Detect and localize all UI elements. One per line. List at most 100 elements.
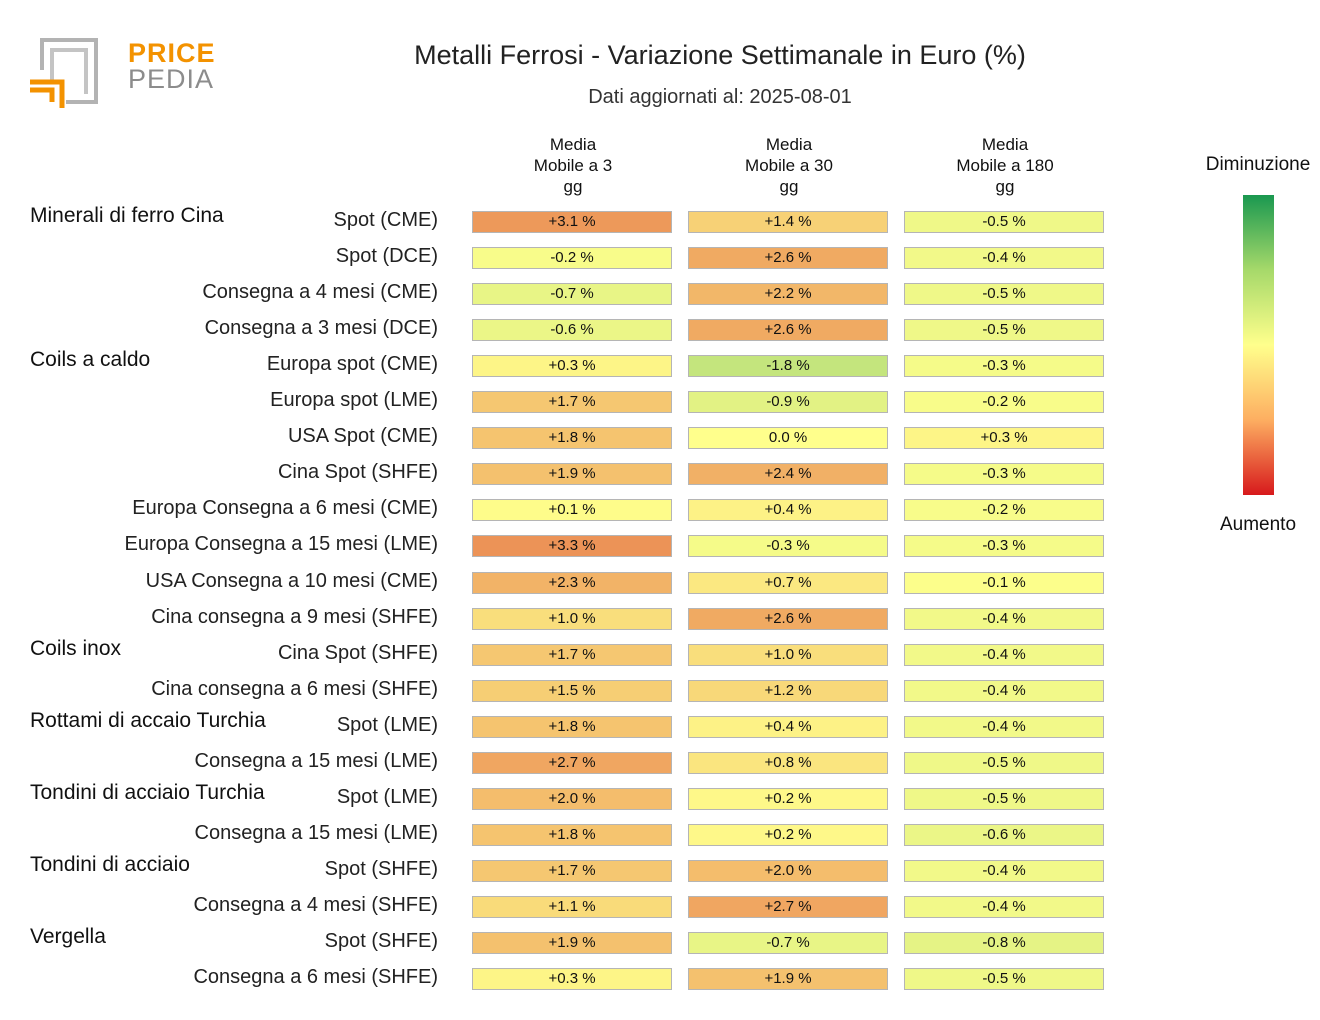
heatmap-cell: -1.8 % (688, 355, 888, 378)
heatmap-cell: +0.7 % (688, 571, 888, 594)
row-label: Consegna a 15 mesi (LME) (194, 749, 438, 772)
heatmap-cell: +1.0 % (472, 607, 672, 630)
row-label: Consegna a 4 mesi (CME) (202, 281, 438, 304)
row-label: Consegna a 4 mesi (SHFE) (193, 893, 438, 916)
heatmap-cell: -0.5 % (904, 751, 1104, 774)
legend-bottom-label: Aumento (1219, 514, 1297, 535)
heatmap-cell: -0.5 % (904, 968, 1104, 991)
heatmap-cell: +2.2 % (688, 283, 888, 306)
heatmap-cell: +2.6 % (688, 247, 888, 270)
heatmap-cell: -0.5 % (904, 283, 1104, 306)
heatmap-cell: +2.4 % (688, 463, 888, 486)
row-label: Europa Consegna a 15 mesi (LME) (124, 533, 439, 556)
heatmap-cell: +2.3 % (472, 571, 672, 594)
row-label: Cina consegna a 6 mesi (SHFE) (151, 677, 438, 700)
heatmap-cell: -0.4 % (904, 247, 1104, 270)
row-label: Spot (LME) (336, 785, 438, 808)
row-label: USA Consegna a 10 mesi (CME) (145, 569, 438, 592)
heatmap-cell: +2.6 % (688, 319, 888, 342)
row-label: Consegna a 3 mesi (DCE) (204, 317, 438, 340)
heatmap-cell: -0.4 % (904, 715, 1104, 738)
heatmap-cell: +1.5 % (472, 679, 672, 702)
row-label: Consegna a 6 mesi (SHFE) (193, 966, 438, 989)
row-label: Spot (LME) (336, 713, 438, 736)
row-label: Spot (SHFE) (324, 930, 438, 952)
chart-subtitle: Dati aggiornati al: 2025-08-01 (588, 86, 852, 108)
heatmap-cell: -0.2 % (472, 247, 672, 270)
heatmap-cell: +2.7 % (688, 895, 888, 918)
heatmap-cell: +0.8 % (688, 751, 888, 774)
group-label: Minerali di ferro Cina (30, 204, 224, 227)
heatmap-cell: +2.0 % (472, 787, 672, 810)
row-label: Cina Spot (SHFE) (277, 461, 438, 484)
heatmap-cell: +2.0 % (688, 859, 888, 882)
group-label: Tondini di acciaio (30, 852, 190, 876)
heatmap-cell: -0.2 % (904, 391, 1104, 414)
heatmap-cell: +1.8 % (472, 715, 672, 738)
group-label: Vergella (30, 925, 106, 948)
heatmap-cell: -0.6 % (904, 823, 1104, 846)
pricepedia-logo: PRICE PEDIA (28, 36, 215, 108)
heatmap-cell: +2.7 % (472, 751, 672, 774)
heatmap-cell: +3.3 % (472, 535, 672, 558)
heatmap-cell: -0.3 % (688, 535, 888, 558)
heatmap-cell: -0.5 % (904, 787, 1104, 810)
heatmap-cell: 0.0 % (688, 427, 888, 450)
logo-price-text: PRICE (128, 38, 216, 68)
heatmap-cell: +1.0 % (688, 643, 888, 666)
heatmap-cell: +3.1 % (472, 211, 672, 233)
heatmap-cell: +0.4 % (688, 715, 888, 738)
heatmap-cell: -0.3 % (904, 535, 1104, 558)
row-label: Spot (DCE) (335, 245, 438, 268)
heatmap-cell: -0.8 % (904, 932, 1104, 954)
heatmap-cell: +0.2 % (688, 787, 888, 810)
heatmap-cell: -0.5 % (904, 211, 1104, 233)
heatmap-cell: +1.7 % (472, 391, 672, 414)
heatmap-cell: -0.4 % (904, 607, 1104, 630)
heatmap-cell: +1.9 % (472, 932, 672, 954)
row-label: Spot (SHFE) (324, 857, 438, 880)
row-label: Cina consegna a 9 mesi (SHFE) (151, 605, 438, 628)
group-label: Coils inox (30, 636, 122, 660)
heatmap-cell: -0.3 % (904, 355, 1104, 378)
group-label: Tondini di acciaio Turchia (30, 780, 265, 804)
row-label: Europa Consegna a 6 mesi (CME) (132, 497, 438, 520)
heatmap-cell: -0.4 % (904, 643, 1104, 666)
group-label: Coils a caldo (30, 348, 151, 372)
heatmap-cell: +1.4 % (688, 211, 888, 233)
row-label: Europa spot (LME) (270, 389, 438, 412)
heatmap-cell: -0.2 % (904, 499, 1104, 522)
heatmap-cell: -0.3 % (904, 463, 1104, 486)
heatmap-cell: +2.6 % (688, 607, 888, 630)
column-header-3gg: Media Mobile a 3 gg (533, 135, 613, 196)
heatmap-cell: +0.3 % (472, 968, 672, 991)
heatmap-cell: +1.2 % (688, 679, 888, 702)
heatmap-cell: +1.8 % (472, 823, 672, 846)
logo-mark-icon (30, 38, 98, 108)
heatmap-cell: +0.4 % (688, 499, 888, 522)
row-label: Europa spot (CME) (266, 353, 438, 376)
heatmap-cell: +1.1 % (472, 895, 672, 918)
heatmap-cell: +1.7 % (472, 643, 672, 666)
heatmap-cell: +0.3 % (904, 427, 1104, 450)
row-label: Spot (CME) (333, 209, 438, 231)
row-label: Cina Spot (SHFE) (277, 641, 438, 664)
heatmap-cell: -0.1 % (904, 571, 1104, 594)
heatmap-cell: +1.9 % (688, 968, 888, 991)
column-header-180gg: Media Mobile a 180 gg (956, 135, 1054, 196)
row-label: USA Spot (CME) (287, 425, 438, 448)
row-label: Consegna a 15 mesi (LME) (194, 821, 438, 844)
heatmap-cell: +1.8 % (472, 427, 672, 450)
heatmap-cell: -0.7 % (688, 932, 888, 954)
heatmap-cell: -0.9 % (688, 391, 888, 414)
heatmap-cell: +1.7 % (472, 859, 672, 882)
heatmap-cell: -0.6 % (472, 319, 672, 342)
chart-title: Metalli Ferrosi - Variazione Settimanale… (414, 40, 1026, 70)
heatmap-cell: +0.3 % (472, 355, 672, 378)
column-header-30gg: Media Mobile a 30 gg (745, 135, 833, 196)
heatmap-cell: -0.4 % (904, 859, 1104, 882)
heatmap-cell: +1.9 % (472, 463, 672, 486)
heatmap-cell: +0.2 % (688, 823, 888, 846)
heatmap-cell: +0.1 % (472, 499, 672, 522)
heatmap-cell: -0.4 % (904, 895, 1104, 918)
